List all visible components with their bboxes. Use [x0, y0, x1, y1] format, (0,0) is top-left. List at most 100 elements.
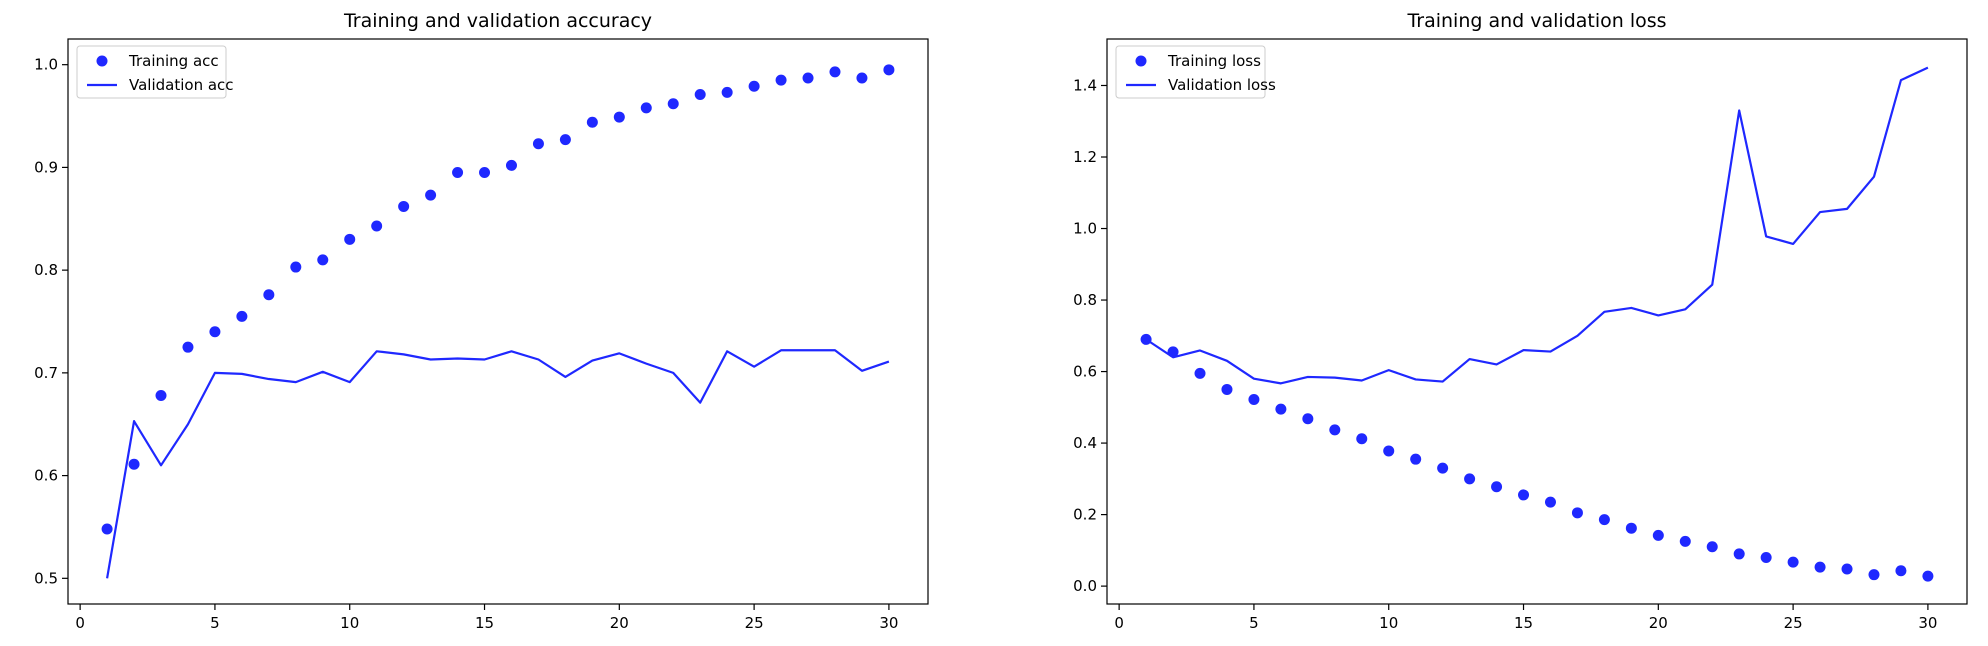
data-point: [1625, 522, 1637, 534]
data-point: [1841, 563, 1853, 575]
legend-label: Validation loss: [1168, 76, 1276, 94]
chart-title: Training and validation loss: [1406, 10, 1666, 32]
legend: Training loss Validation loss: [1115, 45, 1276, 99]
data-point: [1706, 541, 1718, 553]
data-point: [128, 458, 140, 470]
x-tick-label: 25: [1784, 614, 1803, 632]
legend-label: Training loss: [1167, 52, 1261, 70]
data-point: [1275, 403, 1287, 415]
data-point: [290, 261, 302, 273]
data-point: [1922, 570, 1934, 582]
x-tick-label: 5: [1249, 614, 1259, 632]
data-point: [1491, 481, 1503, 493]
x-tick-label: 20: [610, 614, 629, 632]
data-point: [1221, 383, 1233, 395]
data-point: [344, 233, 356, 245]
data-point: [1248, 393, 1260, 405]
data-point: [317, 254, 329, 266]
data-point: [1814, 561, 1826, 573]
series-line-validation-acc: [106, 349, 890, 579]
data-point: [505, 159, 517, 171]
data-point: [1410, 453, 1422, 465]
data-point: [236, 310, 248, 322]
data-point: [856, 72, 868, 84]
data-point: [1544, 496, 1556, 508]
data-point: [559, 134, 571, 146]
y-tick-label: 0.2: [1073, 506, 1097, 524]
data-point: [1868, 569, 1880, 581]
y-tick-label: 0.6: [1073, 363, 1097, 381]
y-tick-label: 0.7: [34, 364, 58, 382]
data-point: [209, 326, 221, 338]
data-point: [667, 98, 679, 110]
data-point: [182, 341, 194, 353]
y-tick-label: 0.5: [34, 569, 58, 587]
data-point: [802, 72, 814, 84]
data-point: [1733, 548, 1745, 560]
y-tick-label: 1.4: [1073, 76, 1097, 94]
series-line-validation-loss: [1145, 66, 1929, 385]
y-tick-label: 1.0: [1073, 220, 1097, 238]
data-point: [586, 116, 598, 128]
legend: Training acc Validation acc: [76, 45, 234, 99]
y-tick-label: 0.6: [34, 467, 58, 485]
x-tick-label: 25: [745, 614, 764, 632]
data-point: [1329, 424, 1341, 436]
data-point: [1464, 473, 1476, 485]
plot-frame: [67, 38, 929, 605]
chart-0: Training and validation accuracy 0 5 10 15 20…: [34, 10, 929, 632]
x-tick-label: 10: [340, 614, 359, 632]
data-point: [613, 111, 625, 123]
x-tick-label: 5: [210, 614, 220, 632]
x-tick-label: 20: [1649, 614, 1668, 632]
y-tick-label: 1.2: [1073, 148, 1097, 166]
data-point: [371, 220, 383, 232]
y-tick-label: 0.8: [1073, 291, 1097, 309]
data-point: [1302, 413, 1314, 425]
data-point: [263, 289, 275, 301]
data-point: [748, 80, 760, 92]
data-point: [829, 66, 841, 78]
data-point: [775, 74, 787, 86]
x-tick-label: 30: [1918, 614, 1937, 632]
x-tick-label: 10: [1379, 614, 1398, 632]
data-point: [1383, 445, 1395, 457]
x-tick-label: 0: [1114, 614, 1124, 632]
x-tick-label: 30: [879, 614, 898, 632]
data-point: [721, 86, 733, 98]
data-point: [1518, 489, 1530, 501]
data-point: [1356, 433, 1368, 445]
data-point: [1571, 507, 1583, 519]
chart-1: Training and validation loss 0 5 10 15 20 25 30…: [1073, 10, 1968, 632]
y-tick-label: 0.0: [1073, 577, 1097, 595]
data-point: [1194, 367, 1206, 379]
data-point: [1787, 556, 1799, 568]
data-point: [425, 189, 437, 201]
data-point: [532, 138, 544, 150]
data-point: [640, 102, 652, 114]
y-tick-label: 0.9: [34, 158, 58, 176]
data-point: [398, 200, 410, 212]
data-point: [1679, 535, 1691, 547]
data-point: [1652, 529, 1664, 541]
data-point: [155, 389, 167, 401]
legend-marker-swatch: [1135, 55, 1147, 67]
x-tick-label: 0: [75, 614, 85, 632]
data-point: [479, 167, 491, 179]
y-tick-label: 1.0: [34, 56, 58, 74]
chart-title: Training and validation accuracy: [343, 10, 652, 32]
legend-label: Training acc: [128, 52, 219, 70]
y-tick-label: 0.8: [34, 261, 58, 279]
data-point: [1437, 462, 1449, 474]
legend-marker-swatch: [96, 55, 108, 67]
data-point: [1598, 514, 1610, 526]
data-point: [101, 523, 113, 535]
legend-label: Validation acc: [129, 76, 234, 94]
plot-frame: [1106, 38, 1968, 605]
y-tick-label: 0.4: [1073, 434, 1097, 452]
data-point: [452, 167, 464, 179]
x-tick-label: 15: [475, 614, 494, 632]
data-point: [883, 64, 895, 76]
data-point: [1760, 552, 1772, 564]
